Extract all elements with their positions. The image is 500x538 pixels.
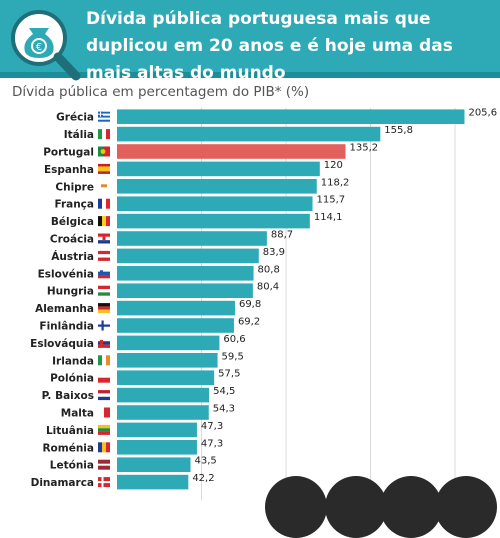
bar-fran-a <box>117 196 313 211</box>
svg-text:€: € <box>36 42 42 53</box>
money-bag-magnifier-icon: € <box>11 10 81 81</box>
slovakia-flag-icon <box>98 337 110 348</box>
category-label: Letónia <box>50 460 94 472</box>
category-label: Malta <box>61 408 94 420</box>
latvia-flag-icon <box>98 459 110 470</box>
bar-espanha <box>117 161 320 177</box>
hungary-flag-icon <box>98 285 110 296</box>
ireland-flag-icon <box>98 355 110 366</box>
category-label: Portugal <box>43 147 94 159</box>
value-label: 155,8 <box>384 125 413 136</box>
share-icon[interactable] <box>435 476 497 538</box>
category-label: Alemanha <box>35 303 94 315</box>
bar-alemanha <box>117 300 235 316</box>
category-label: Itália <box>64 129 94 141</box>
bar-eslov-quia <box>117 335 220 351</box>
header-band <box>0 72 500 78</box>
portugal-flag-icon <box>98 146 110 157</box>
chart-title: Dívida pública em percentagem do PIB* (%… <box>12 84 310 100</box>
finland-flag-icon <box>98 320 110 331</box>
category-label: Roménia <box>42 442 94 454</box>
value-label: 57,5 <box>218 369 240 380</box>
category-label: Espanha <box>44 164 94 176</box>
greece-flag-icon <box>98 111 110 122</box>
italy-flag-icon <box>98 129 110 140</box>
bar-b-lgica <box>117 213 310 229</box>
belgium-flag-icon <box>98 216 110 227</box>
category-label: Eslováquia <box>30 338 94 350</box>
bar-hungria <box>117 283 253 298</box>
value-label: 69,8 <box>239 299 261 310</box>
bar-eslov-nia <box>117 266 254 281</box>
bar--ustria <box>117 248 259 264</box>
netherlands-flag-icon <box>98 390 110 401</box>
austria-flag-icon <box>98 250 110 261</box>
bar-irlanda <box>117 353 218 368</box>
bar-portugal <box>117 144 346 159</box>
malta-flag-icon <box>98 407 110 418</box>
cyprus-flag-icon <box>98 181 110 192</box>
value-label: 120 <box>324 160 343 171</box>
denmark-flag-icon <box>98 477 110 488</box>
category-label: Eslovénia <box>38 268 94 280</box>
share-icon[interactable] <box>265 476 327 538</box>
spain-flag-icon <box>98 163 110 174</box>
category-label: Chipre <box>55 181 94 193</box>
bar-malta <box>117 405 209 420</box>
value-label: 54,3 <box>213 404 235 415</box>
germany-flag-icon <box>98 303 110 314</box>
bar-chart: Grécia 205,6 Itália 155,8 Portugal 135,2 Espan… <box>30 108 497 500</box>
value-label: 88,7 <box>271 230 293 241</box>
category-label: Croácia <box>50 234 94 246</box>
romania-flag-icon <box>98 442 110 453</box>
bar-finl-ndia <box>117 318 234 333</box>
category-label: Polónia <box>50 373 94 385</box>
value-label: 42,2 <box>192 473 214 484</box>
bar-chipre <box>117 179 317 194</box>
bar-rom-nia <box>117 440 197 455</box>
category-label: Grécia <box>56 112 94 124</box>
bar-dinamarca <box>117 474 189 490</box>
bar-pol-nia <box>117 370 215 385</box>
bar-let-nia <box>117 457 191 472</box>
value-label: 54,5 <box>213 386 235 397</box>
value-label: 118,2 <box>321 177 350 188</box>
category-label: Finlândia <box>39 321 94 333</box>
category-label: P. Baixos <box>42 390 94 402</box>
page-title: Dívida pública portuguesa mais que dupli… <box>86 9 453 83</box>
bar-p-baixos <box>117 387 210 403</box>
bar-cro-cia <box>117 231 267 246</box>
value-label: 135,2 <box>349 143 378 154</box>
france-flag-icon <box>98 198 110 209</box>
category-label: Irlanda <box>52 355 94 367</box>
value-label: 205,6 <box>468 108 497 119</box>
slovenia-flag-icon <box>98 268 110 279</box>
value-label: 47,3 <box>201 421 223 432</box>
lithuania-flag-icon <box>98 424 110 435</box>
poland-flag-icon <box>98 372 110 383</box>
value-label: 83,9 <box>263 247 285 258</box>
value-label: 43,5 <box>195 456 217 467</box>
header-banner <box>0 0 500 78</box>
value-label: 114,1 <box>314 212 343 223</box>
bar-litu-nia <box>117 422 197 438</box>
category-label: Lituânia <box>46 425 94 437</box>
category-label: Dinamarca <box>31 477 94 489</box>
category-label: França <box>54 199 94 211</box>
bar-gr-cia <box>117 109 465 124</box>
share-icon[interactable] <box>325 476 387 538</box>
share-icon[interactable] <box>380 476 442 538</box>
value-label: 69,2 <box>238 317 260 328</box>
value-label: 60,6 <box>223 334 245 345</box>
value-label: 80,8 <box>258 264 280 275</box>
croatia-flag-icon <box>98 233 110 244</box>
category-label: Hungria <box>47 286 94 298</box>
bar-it-lia <box>117 126 381 142</box>
category-label: Bélgica <box>51 216 94 228</box>
value-label: 59,5 <box>222 351 244 362</box>
value-label: 80,4 <box>257 282 279 293</box>
value-label: 47,3 <box>201 438 223 449</box>
category-label: Áustria <box>51 250 94 263</box>
value-label: 115,7 <box>317 195 346 206</box>
